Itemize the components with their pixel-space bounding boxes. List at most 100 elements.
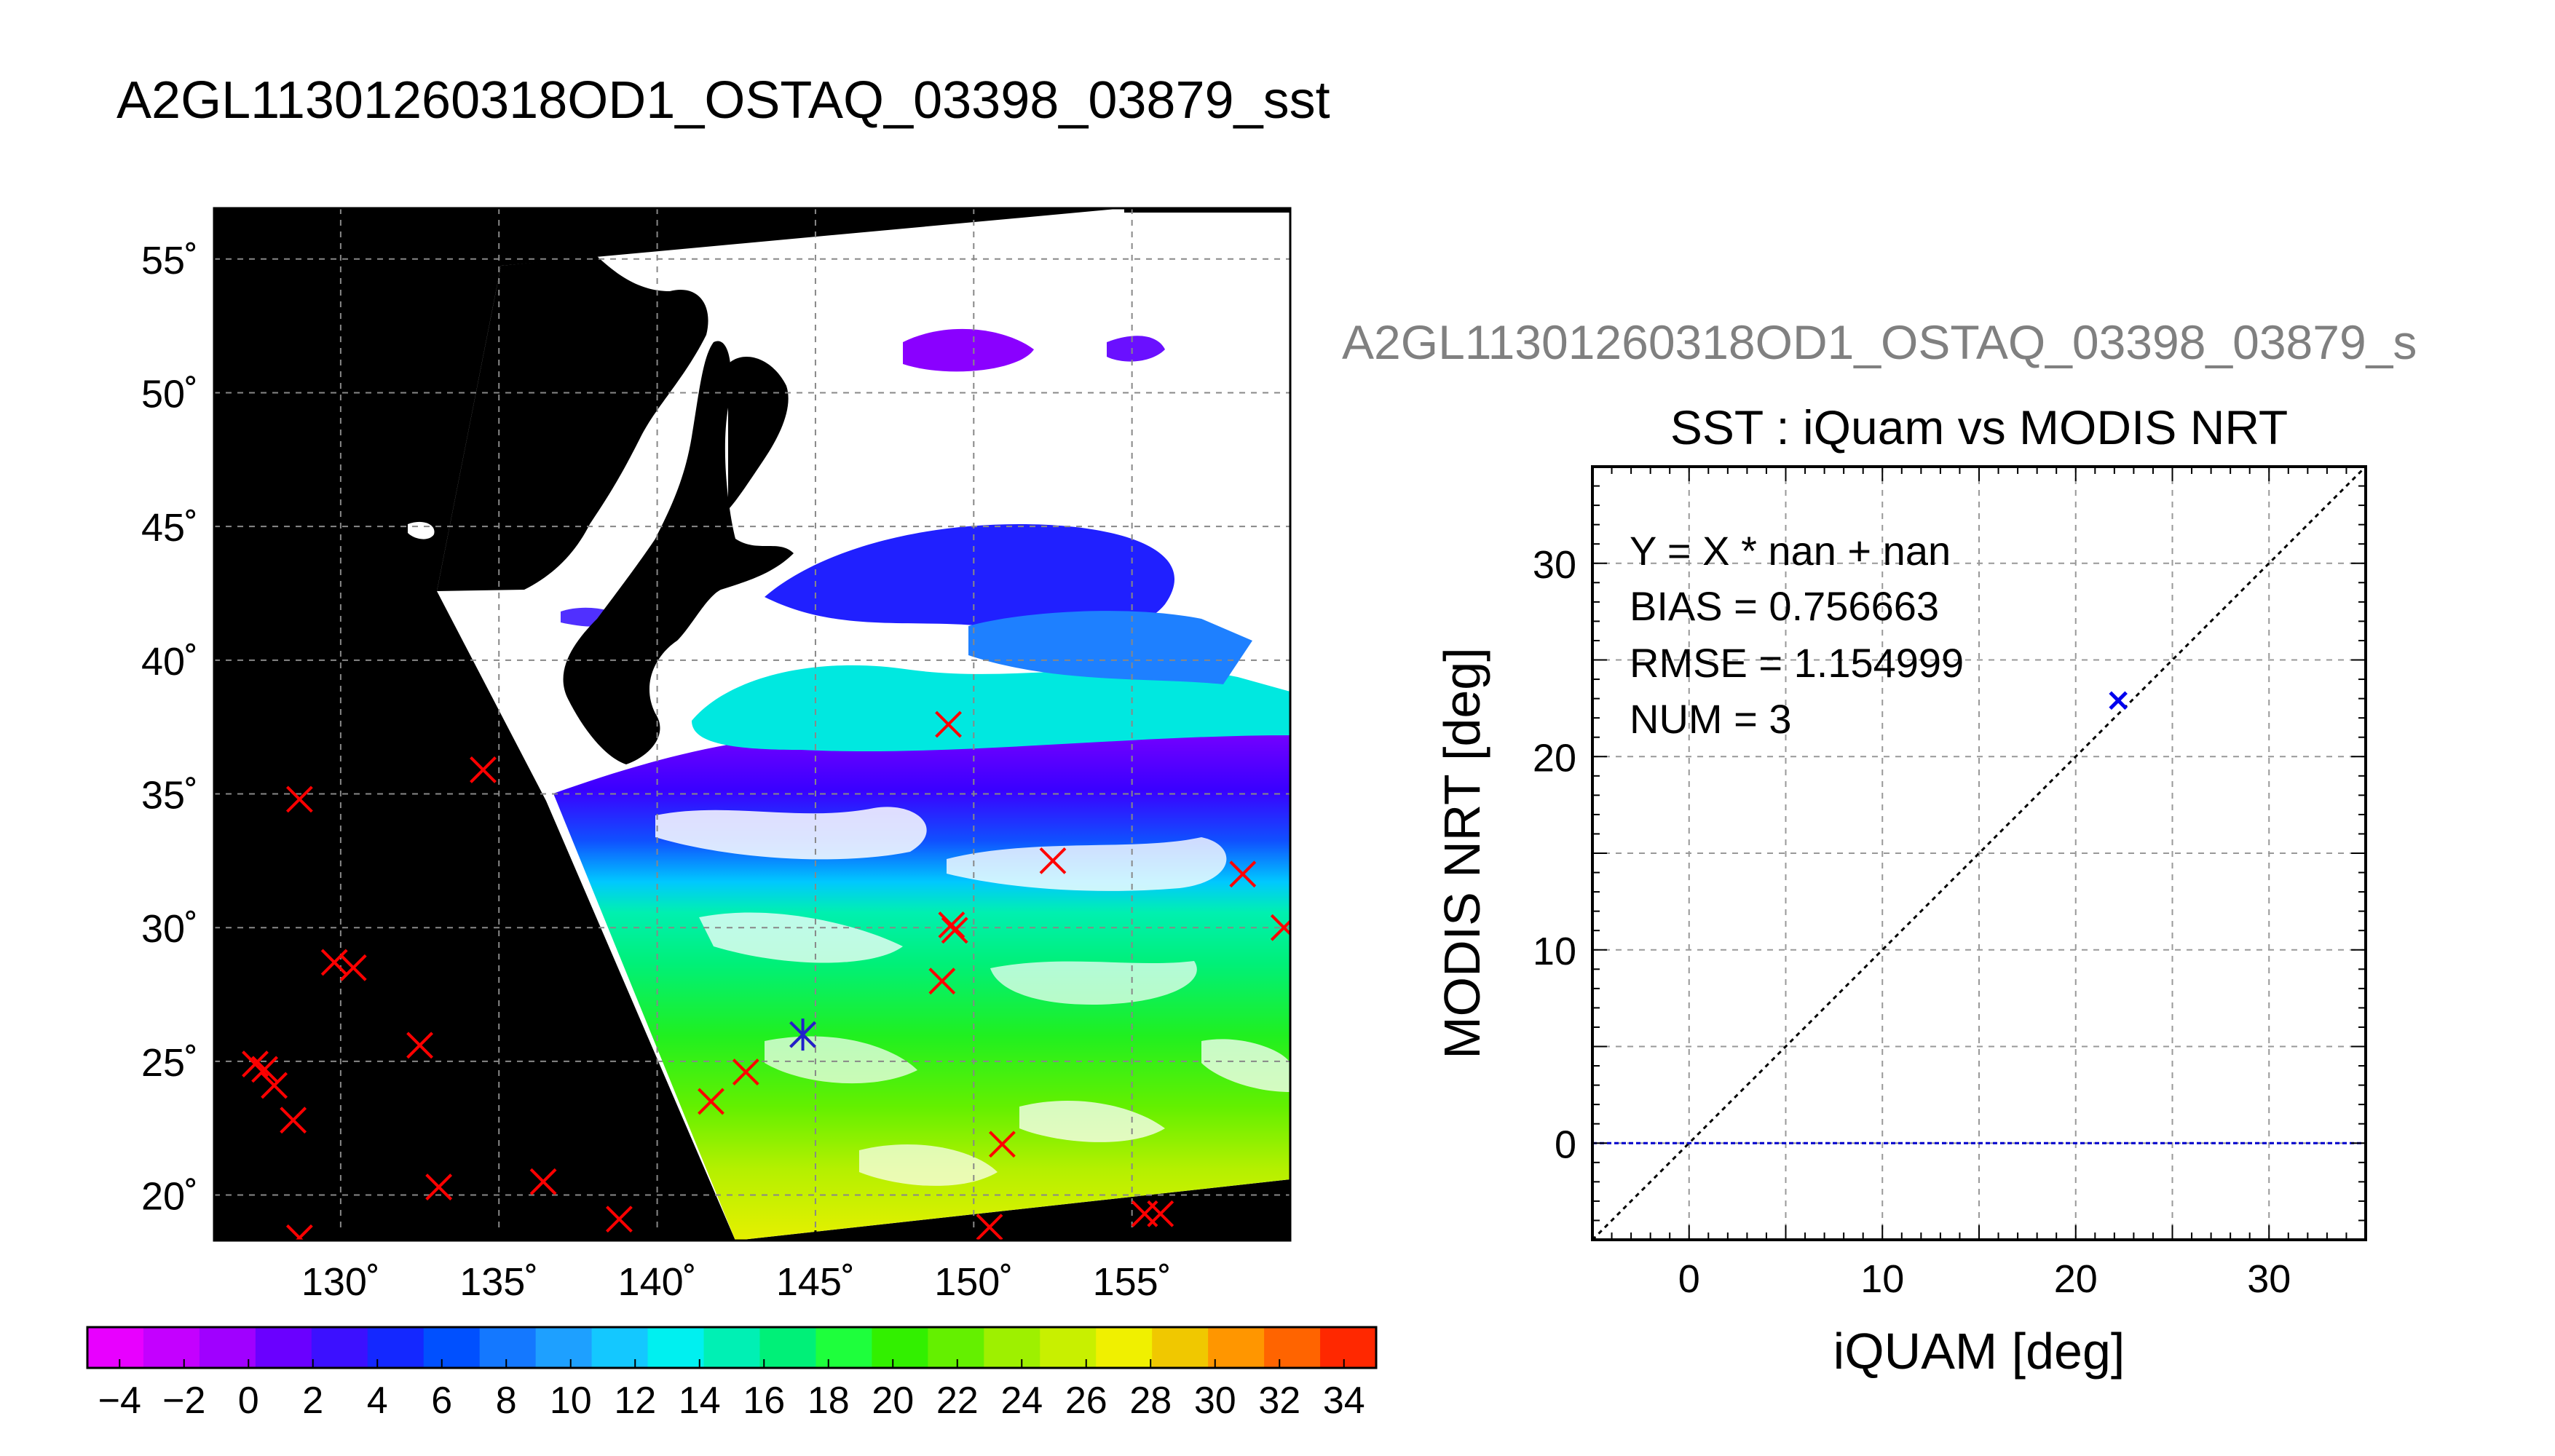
colorbar-tick-label: 16 [743, 1380, 785, 1422]
colorbar-cell [479, 1327, 537, 1368]
lat-tick-label: 30˚ [141, 907, 198, 951]
lat-tick-label: 25˚ [141, 1041, 198, 1085]
buoy-marker [938, 911, 965, 938]
colorbar-cell [984, 1327, 1040, 1368]
y-tick-label: 20 [1533, 736, 1576, 780]
buoy-marker [976, 1214, 1003, 1241]
buoy-marker [280, 1107, 307, 1134]
colorbar-cell [928, 1327, 984, 1368]
x-tick-label: 20 [2054, 1257, 2098, 1301]
buoy-marker [339, 954, 367, 981]
colorbar-tick-label: 4 [367, 1380, 388, 1422]
lat-tick-label: 35˚ [141, 774, 198, 818]
buoy-marker [251, 1056, 278, 1083]
colorbar-cell [1040, 1327, 1097, 1368]
y-tick-label: 10 [1533, 930, 1576, 973]
colorbar-cell [1264, 1327, 1321, 1368]
x-axis-label: iQUAM [deg] [1833, 1323, 2125, 1380]
buoy-marker [928, 968, 956, 995]
land-mass [408, 256, 794, 764]
colorbar-cell [816, 1327, 872, 1368]
map-frame [213, 207, 1292, 1242]
buoy-marker [941, 917, 968, 944]
buoy-marker [1229, 860, 1257, 888]
colorbar-tick-label: 8 [496, 1380, 517, 1422]
colorbar-cell [143, 1327, 200, 1368]
colorbar-tick-label: 32 [1258, 1380, 1300, 1422]
x-tick-label: 0 [1678, 1257, 1700, 1301]
colorbar-cell [703, 1327, 760, 1368]
colorbar-tick-label: 12 [614, 1380, 656, 1422]
y-axis-label: MODIS NRT [deg] [1434, 647, 1490, 1059]
colorbar-cell [255, 1327, 312, 1368]
buoy-marker [698, 1088, 724, 1115]
scatter-points [2109, 691, 2128, 711]
buoy-marker [470, 756, 497, 783]
stats-line-rmse: RMSE = 1.154999 [1630, 640, 1964, 686]
scatter-title: SST : iQuam vs MODIS NRT [1670, 400, 2288, 454]
colorbar-tick-label: 18 [807, 1380, 850, 1422]
stats-line-num: NUM = 3 [1630, 696, 1792, 742]
buoy-marker [529, 1168, 557, 1195]
stats-line-bias: BIAS = 0.756663 [1630, 583, 1939, 629]
x-tick-label: 30 [2247, 1257, 2291, 1301]
buoy-marker [935, 711, 962, 738]
colorbar-tick-label: 30 [1194, 1380, 1236, 1422]
buoy-marker [989, 1131, 1016, 1158]
y-tick-label: 30 [1533, 543, 1576, 587]
scatter-point [2109, 691, 2128, 711]
colorbar-tick-label: 28 [1129, 1380, 1172, 1422]
colorbar-cell [1096, 1327, 1153, 1368]
buoy-marker [261, 1072, 288, 1099]
colorbar-tick-label: 10 [550, 1380, 592, 1422]
buoy-marker [1039, 847, 1067, 874]
satellite-swath [437, 208, 1290, 1241]
lon-tick-label: 150˚ [934, 1260, 1013, 1304]
buoy-marker [285, 786, 313, 813]
colorbar-frame [86, 1326, 1378, 1369]
buoy-markers [242, 711, 1290, 1241]
scatter-ticks [1592, 466, 2366, 1241]
latitude-labels: 55˚ 50˚ 45˚ 40˚ 35˚ 30˚ 25˚ 20˚ [141, 239, 198, 1219]
colorbar-cell [1208, 1327, 1265, 1368]
buoy-marker [406, 1032, 433, 1059]
colorbar-tick-label: 20 [872, 1380, 914, 1422]
colorbar-cell [1320, 1327, 1377, 1368]
colorbar-cell [647, 1327, 705, 1368]
lat-tick-label: 20˚ [141, 1175, 198, 1219]
colorbar-tick-label: −4 [98, 1380, 141, 1422]
lon-tick-label: 130˚ [301, 1260, 380, 1304]
page-title: A2GL11301260318OD1_OSTAQ_03398_03879_sst [117, 71, 1330, 130]
colorbar: −4 −2 0 2 4 6 8 10 12 14 16 18 20 22 24 26 28 30 32 34 [86, 1326, 1378, 1422]
colorbar-cell [423, 1327, 481, 1368]
colorbar-cell [87, 1327, 144, 1368]
buoy-marker [285, 1224, 313, 1241]
lon-tick-label: 145˚ [776, 1260, 855, 1304]
sst-map: 55˚ 50˚ 45˚ 40˚ 35˚ 30˚ 25˚ 20˚ 130˚ 135˚ 140˚ 145… [141, 207, 1292, 1304]
colorbar-tick-label: 26 [1065, 1380, 1107, 1422]
buoy-marker [606, 1206, 633, 1233]
colorbar-cell [535, 1327, 593, 1368]
colorbar-cell [311, 1327, 368, 1368]
lat-tick-label: 50˚ [141, 372, 198, 416]
buoy-marker [320, 949, 348, 976]
colorbar-cell [1152, 1327, 1209, 1368]
colorbar-tick-label: −2 [162, 1380, 205, 1422]
y-tick-label: 0 [1555, 1123, 1576, 1166]
buoy-marker [1270, 914, 1290, 941]
colorbar-cell [199, 1327, 256, 1368]
colorbar-cell [872, 1327, 928, 1368]
y-tick-labels: 0 10 20 30 [1533, 543, 1576, 1167]
colorbar-cell [759, 1327, 816, 1368]
colorbar-tick-label: 0 [238, 1380, 259, 1422]
colorbar-tick-label: 22 [936, 1380, 979, 1422]
lat-tick-label: 45˚ [141, 506, 198, 550]
colorbar-cell [591, 1327, 649, 1368]
map-grid [214, 208, 1290, 1241]
lat-tick-label: 55˚ [141, 239, 198, 282]
lon-tick-label: 140˚ [618, 1260, 697, 1304]
stats-box: Y = X * nan + nan BIAS = 0.756663 RMSE =… [1630, 528, 1964, 742]
stats-line-fit: Y = X * nan + nan [1630, 528, 1951, 574]
colorbar-tick-label: 6 [431, 1380, 452, 1422]
